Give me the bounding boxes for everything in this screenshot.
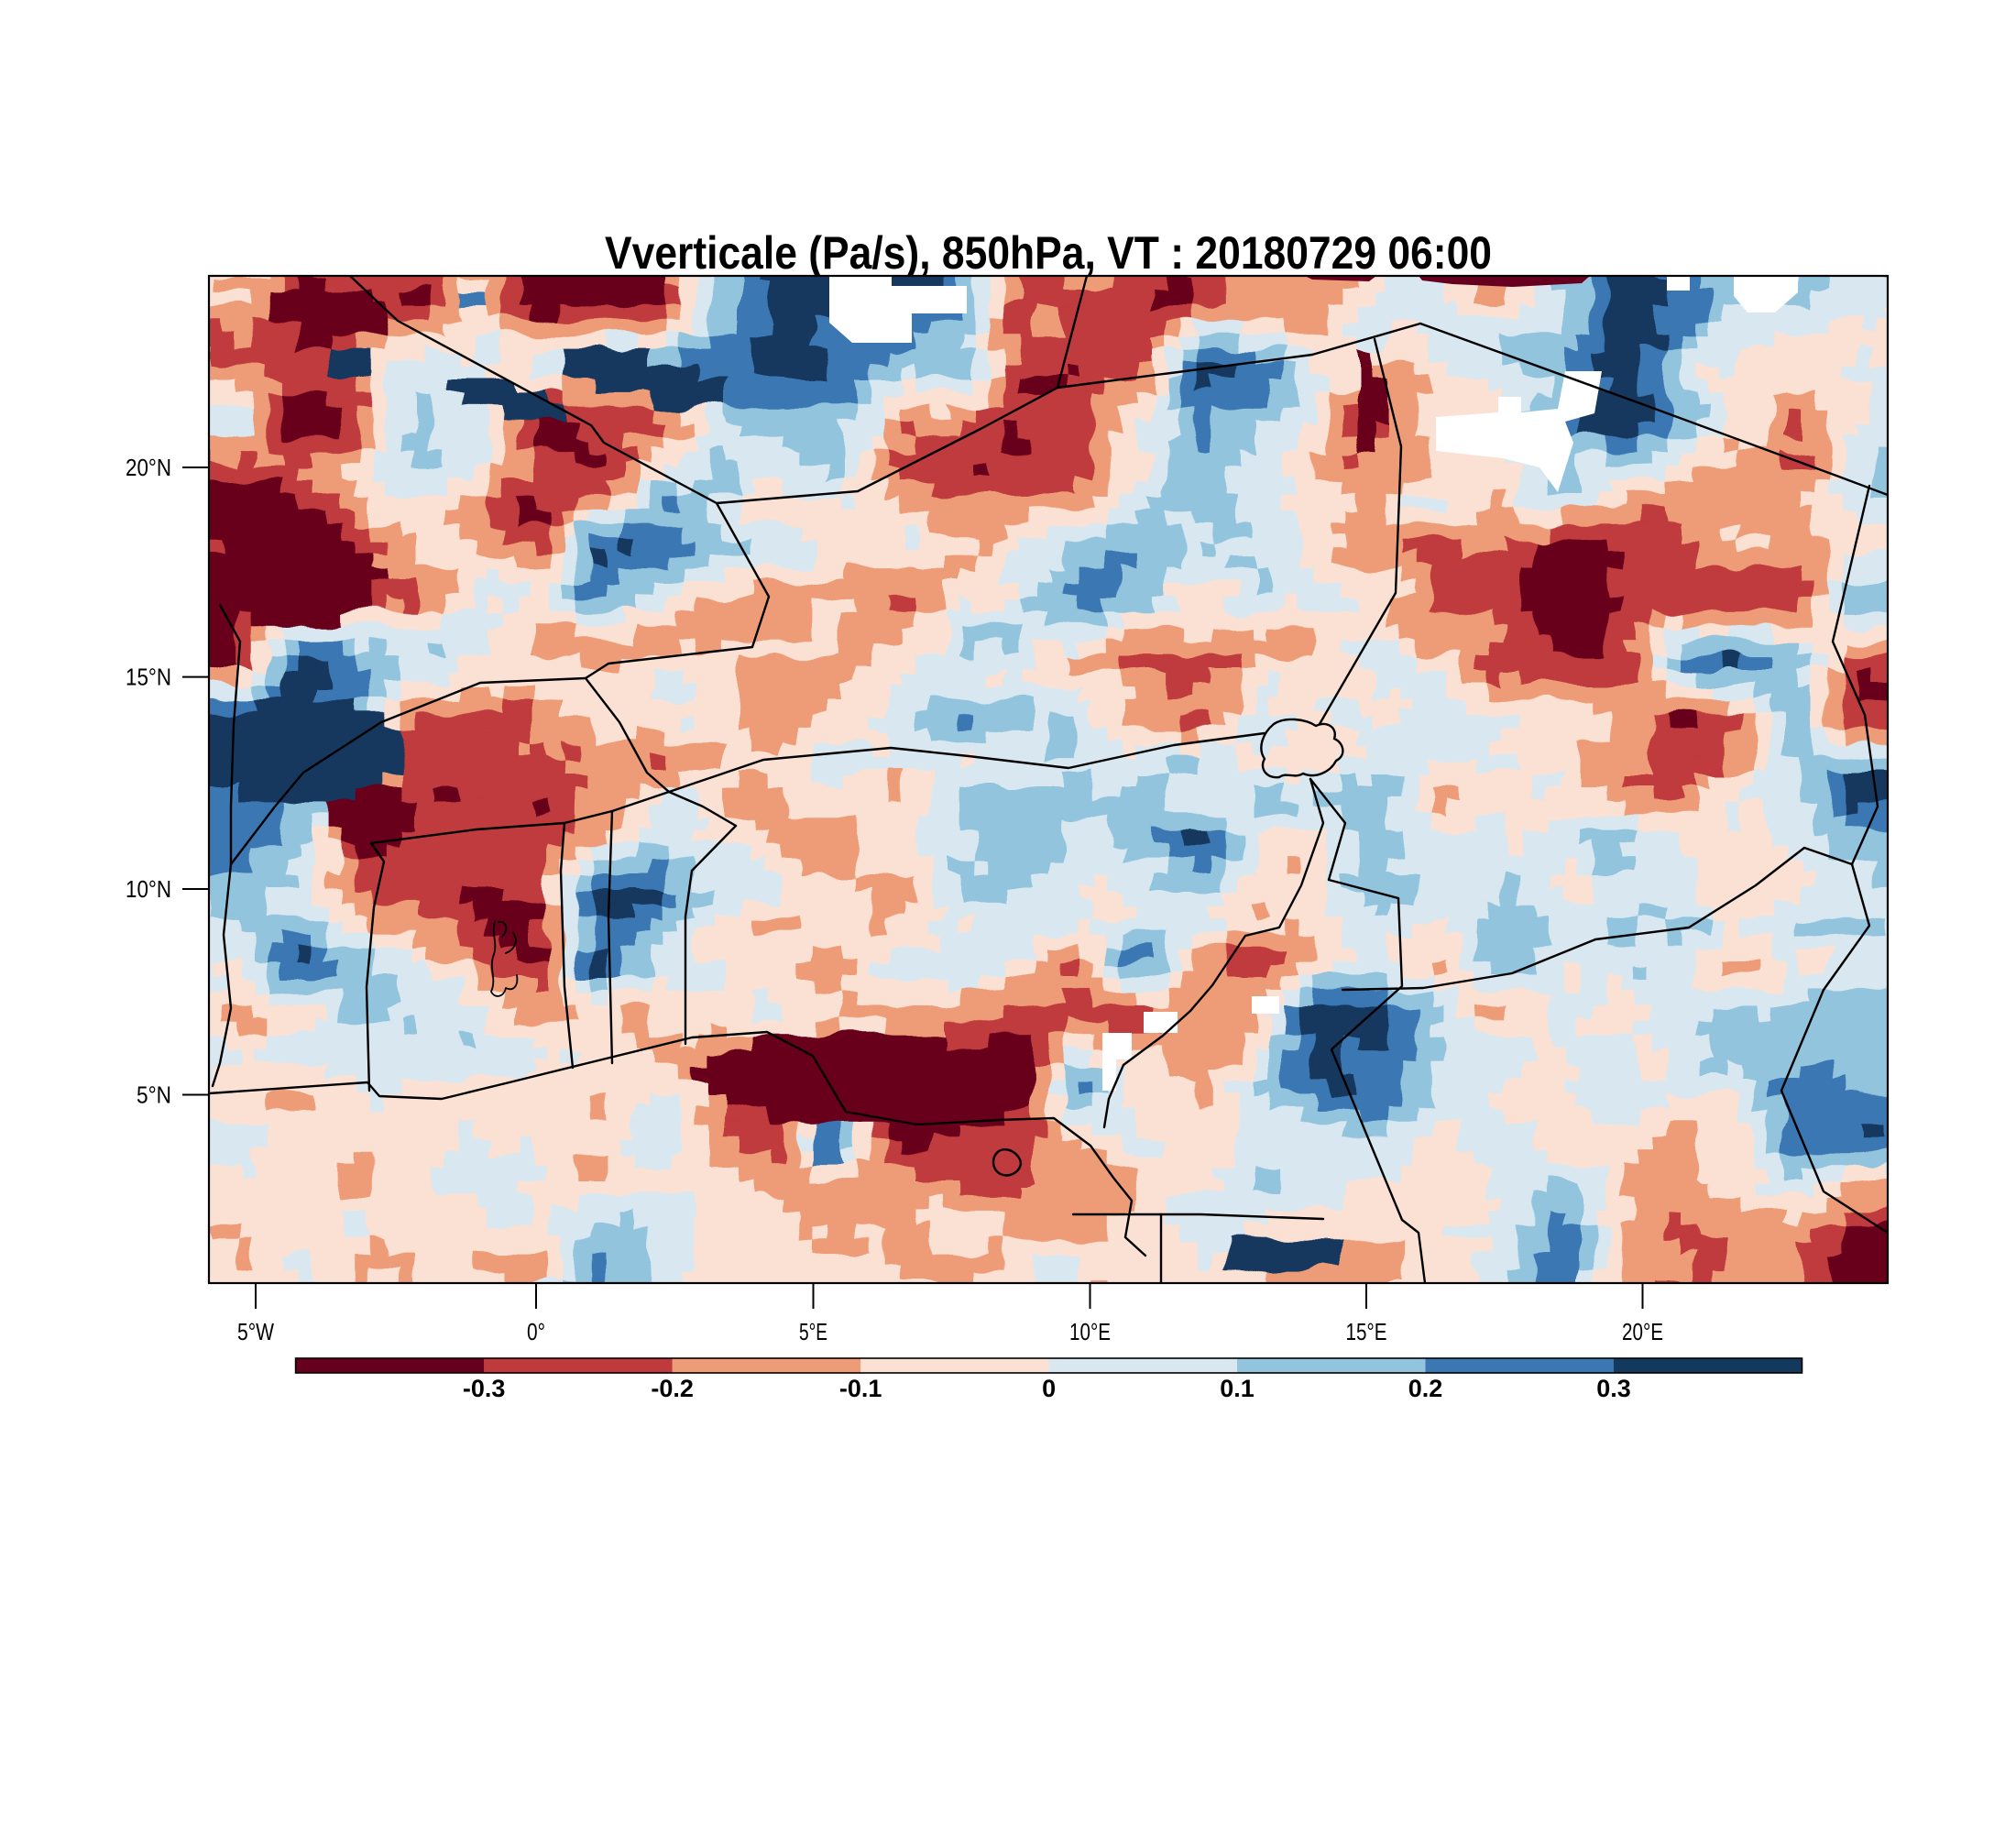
svg-text:15°E: 15°E	[1346, 1318, 1387, 1345]
svg-text:0: 0	[1042, 1375, 1056, 1402]
svg-text:-0.1: -0.1	[839, 1375, 882, 1402]
svg-text:0°: 0°	[527, 1318, 545, 1345]
svg-text:10°N: 10°N	[126, 875, 171, 903]
svg-text:20°E: 20°E	[1622, 1318, 1663, 1345]
svg-text:5°N: 5°N	[137, 1081, 171, 1109]
svg-text:15°N: 15°N	[126, 664, 171, 691]
svg-text:0.2: 0.2	[1408, 1375, 1443, 1402]
svg-text:Vverticale (Pa/s), 850hPa, VT: Vverticale (Pa/s), 850hPa, VT : 20180729…	[605, 227, 1492, 279]
svg-text:0.1: 0.1	[1220, 1375, 1255, 1402]
svg-text:5°W: 5°W	[237, 1318, 274, 1345]
svg-text:10°E: 10°E	[1069, 1318, 1111, 1345]
svg-text:0.3: 0.3	[1596, 1375, 1631, 1402]
svg-text:20°N: 20°N	[126, 454, 171, 481]
svg-text:-0.2: -0.2	[651, 1375, 694, 1402]
svg-text:5°E: 5°E	[799, 1318, 827, 1345]
svg-text:-0.3: -0.3	[463, 1375, 506, 1402]
